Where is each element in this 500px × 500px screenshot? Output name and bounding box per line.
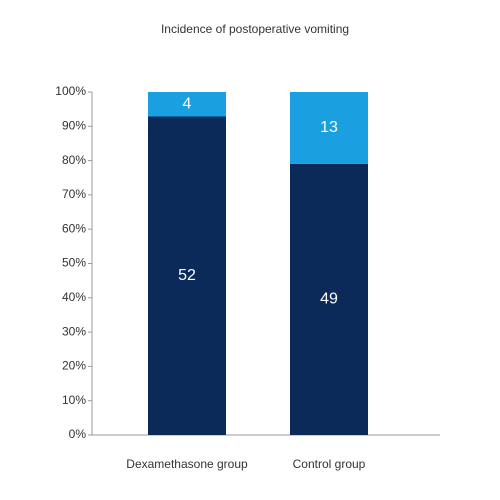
x-tick-label: Dexamethasone group bbox=[126, 457, 248, 471]
y-tick-label: 90% bbox=[62, 118, 86, 132]
y-tick-label: 30% bbox=[62, 324, 86, 338]
value-label: 13 bbox=[320, 119, 338, 136]
y-tick-label: 10% bbox=[62, 393, 86, 407]
bar-segment bbox=[148, 116, 226, 435]
y-tick-label: 0% bbox=[69, 427, 87, 441]
bar-segment bbox=[290, 163, 368, 435]
x-tick-label: Control group bbox=[293, 457, 366, 471]
value-label: 52 bbox=[178, 267, 196, 284]
y-tick-label: 100% bbox=[55, 84, 86, 98]
chart-title: Incidence of postoperative vomiting bbox=[161, 22, 349, 36]
y-tick-label: 60% bbox=[62, 221, 86, 235]
value-label: 4 bbox=[183, 95, 192, 112]
y-tick-label: 70% bbox=[62, 187, 86, 201]
y-tick-label: 50% bbox=[62, 256, 86, 270]
y-tick-label: 40% bbox=[62, 290, 86, 304]
bar-segment bbox=[290, 92, 368, 164]
y-tick-label: 80% bbox=[62, 153, 86, 167]
bar-segment bbox=[148, 92, 226, 117]
y-tick-label: 20% bbox=[62, 359, 86, 373]
value-label: 49 bbox=[320, 291, 338, 308]
